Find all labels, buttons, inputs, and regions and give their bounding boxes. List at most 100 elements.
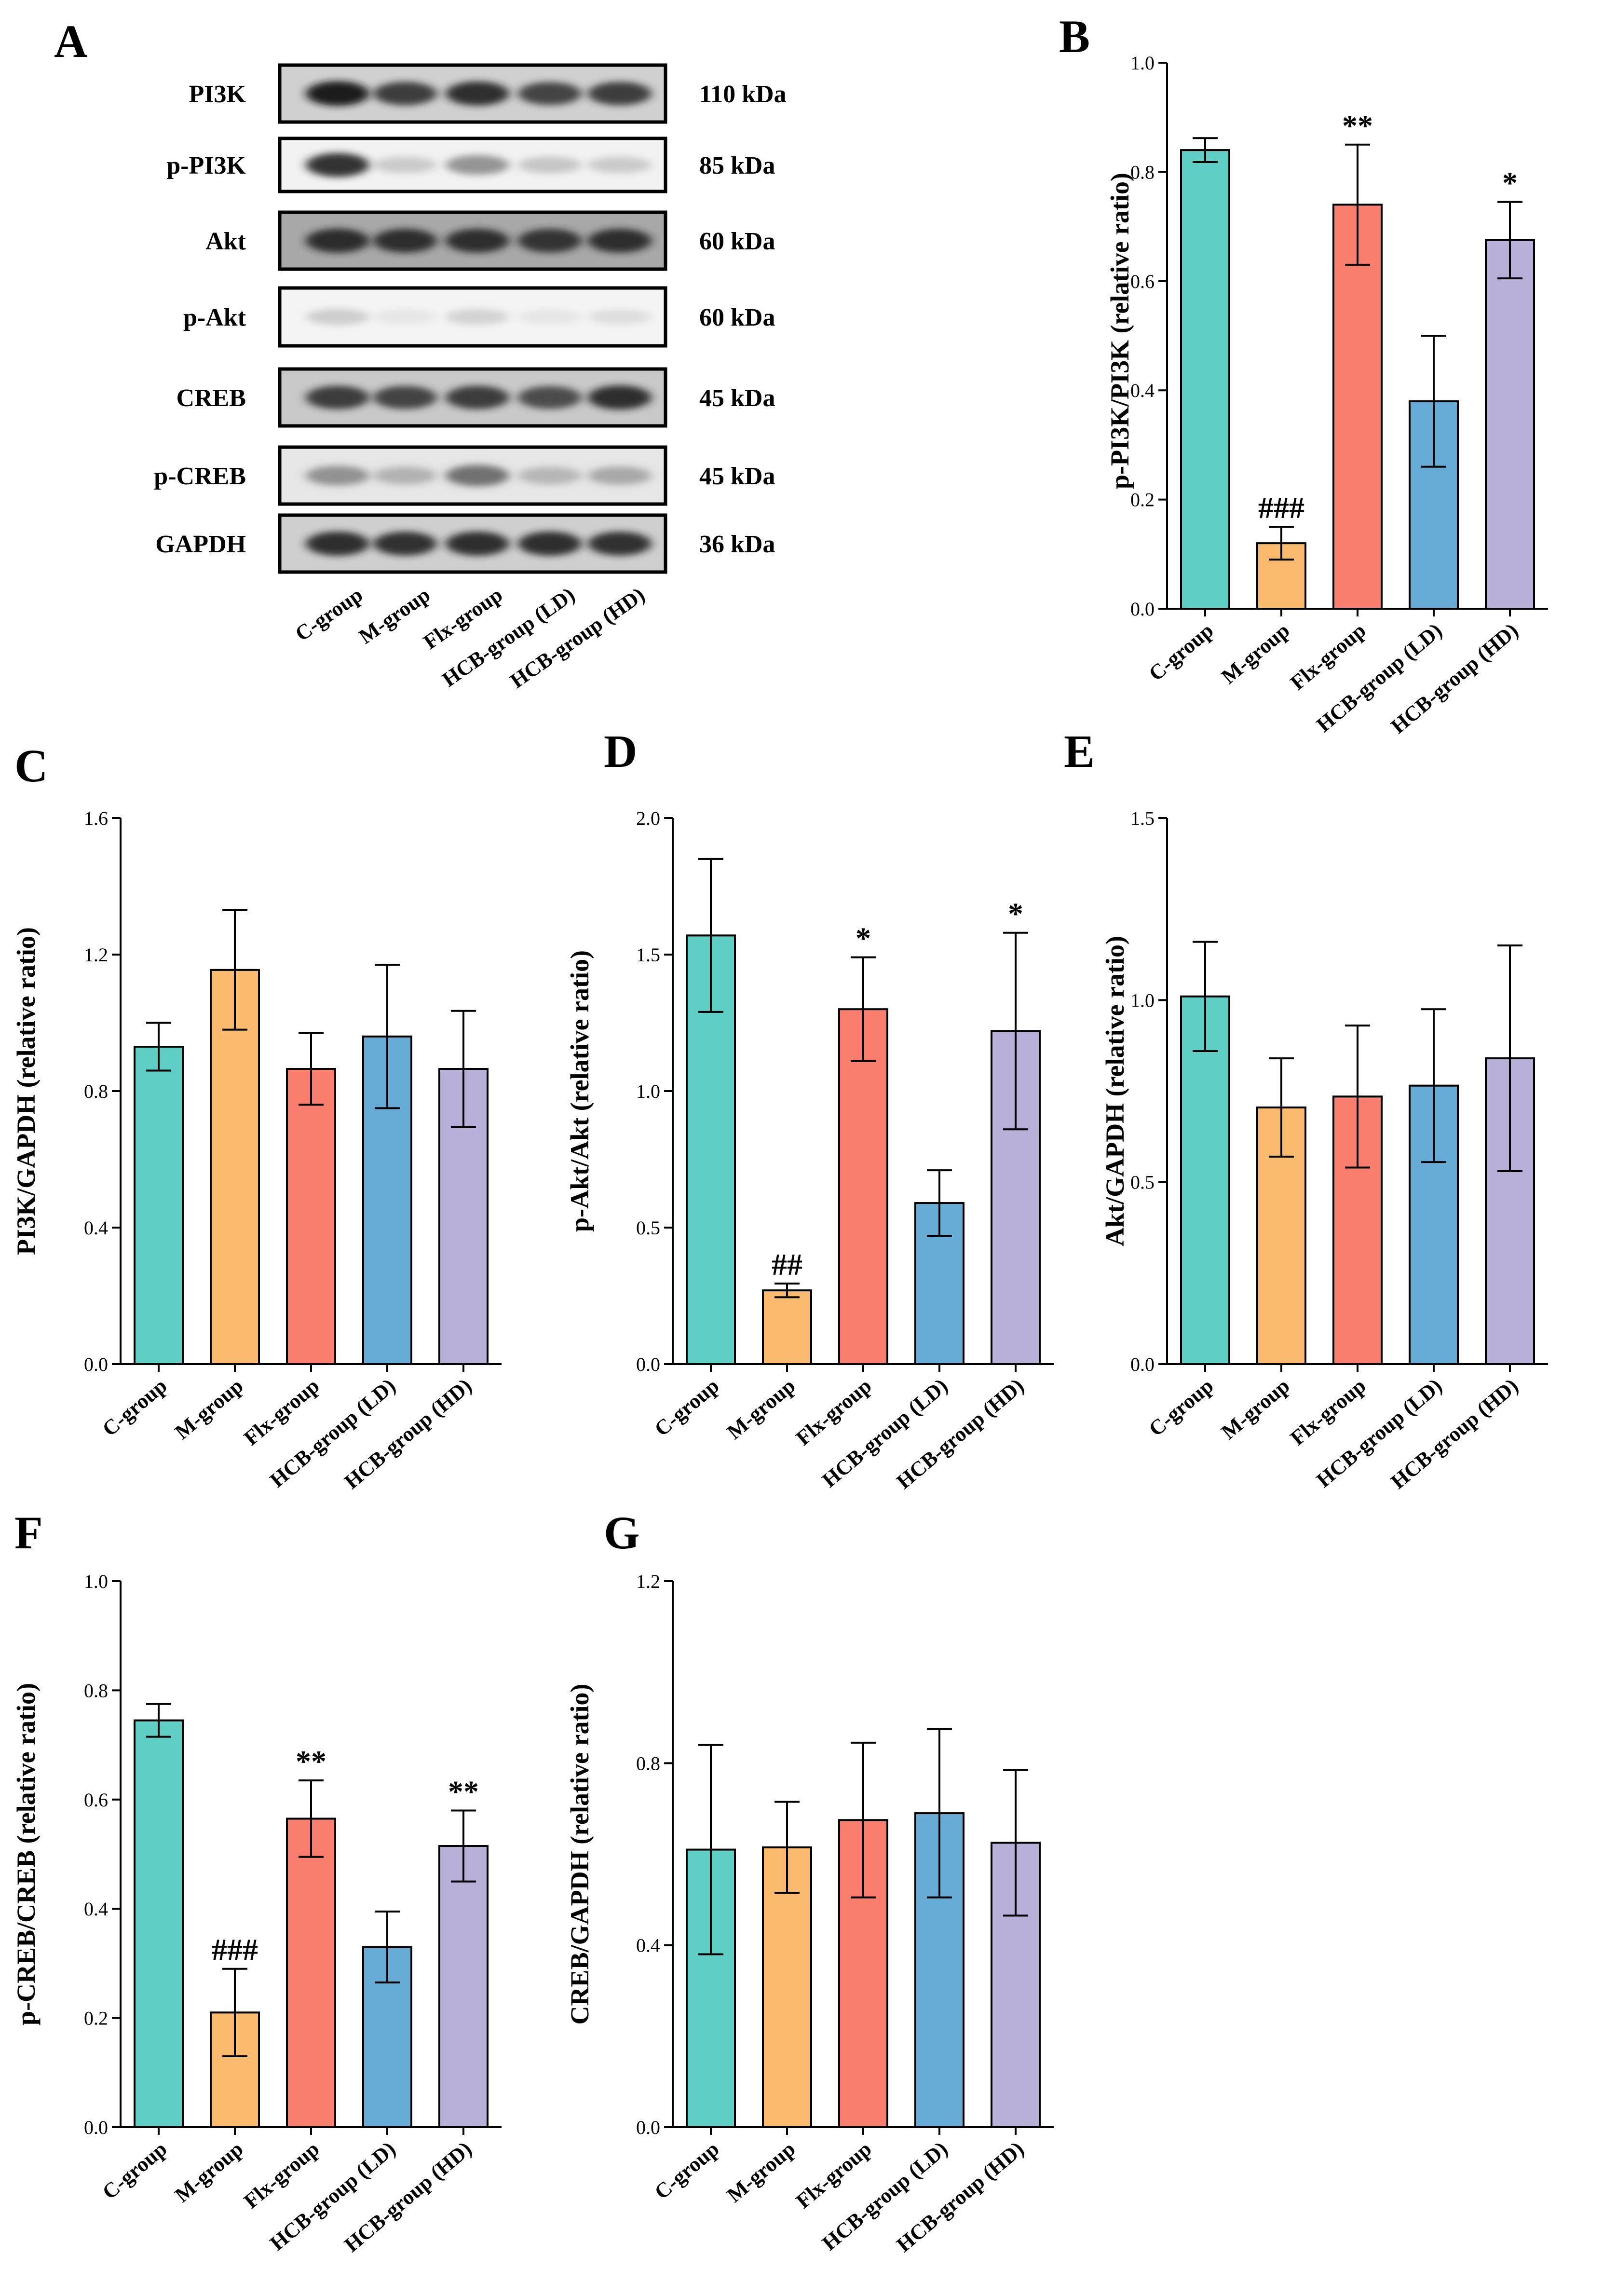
blot-band <box>306 385 369 410</box>
western-blot-panel: PI3K 110 kDa p-PI3K 85 kDa Akt 60 kDa p-Akt 60 … <box>154 63 787 693</box>
bar-c-group <box>134 1046 184 1365</box>
panel-letter-d: D <box>604 725 637 777</box>
y-tick-label: 1.2 <box>84 944 108 966</box>
x-tick-label: HCB-group (HD) <box>1386 1374 1523 1493</box>
bar-m-group <box>210 969 260 1365</box>
y-axis-label: PI3K/GAPDH (relative ratio) <box>12 927 41 1255</box>
x-tick-label: C-group <box>98 2137 172 2204</box>
blot-band <box>518 229 582 253</box>
blot-band <box>373 385 437 410</box>
bar-c-group <box>134 1719 184 2128</box>
y-tick-label: 0.4 <box>84 1898 108 1920</box>
blot-band <box>373 532 437 556</box>
blot-band <box>306 465 369 486</box>
blot-kda-label: 85 kDa <box>699 152 775 179</box>
blot-row-p-akt: p-Akt 60 kDa <box>183 286 775 348</box>
chart-panel-g: 0.0 0.4 0.8 1.2 CREB/GAPDH (relative ratio) C… <box>565 1571 1054 2256</box>
blot-band <box>518 156 582 174</box>
blot-band <box>446 81 509 106</box>
y-tick-label: 0.5 <box>1130 1172 1155 1193</box>
chart-panel-c: 0.0 0.4 0.8 1.2 1.6 PI3K/GAPDH (relative rati… <box>12 807 502 1493</box>
blot-kda-label: 45 kDa <box>699 463 775 490</box>
x-tick-label: HCB-group (LD) <box>1312 1374 1446 1492</box>
y-tick-label: 0.0 <box>1130 1353 1155 1375</box>
blot-band <box>588 385 652 410</box>
x-tick-label: HCB-group (LD) <box>817 1374 952 1492</box>
blot-band <box>588 309 652 325</box>
y-tick-label: 0.0 <box>636 1353 660 1375</box>
blot-band <box>373 82 437 106</box>
blot-frame <box>278 286 667 348</box>
blot-row-pi3k: PI3K 110 kDa <box>189 63 787 124</box>
y-tick-label: 0.6 <box>1130 271 1155 292</box>
y-axis-label: Akt/GAPDH (relative ratio) <box>1100 936 1129 1246</box>
y-tick-label: 0.0 <box>84 2117 108 2138</box>
chart-panel-b: 0.0 0.2 0.4 0.6 0.8 1.0 p-PI3K/PI3K (relative … <box>1105 52 1548 738</box>
blot-band <box>518 310 582 324</box>
blot-band <box>588 466 652 485</box>
y-tick-label: 0.8 <box>1130 161 1155 183</box>
significance-marker: ### <box>212 1933 258 1967</box>
blot-row-akt: Akt 60 kDa <box>205 210 775 271</box>
blot-band <box>373 229 437 253</box>
blot-band <box>446 531 509 556</box>
y-tick-label: 0.2 <box>84 2008 108 2029</box>
blot-frame <box>278 513 667 574</box>
x-tick-label: HCB-group (HD) <box>892 1374 1029 1493</box>
blot-protein-label: CREB <box>177 384 246 412</box>
blot-band <box>446 155 509 175</box>
bar-c-group <box>1180 149 1230 610</box>
blot-band <box>588 229 652 253</box>
x-tick-label: M-group <box>722 2137 800 2207</box>
blot-kda-label: 45 kDa <box>699 384 775 412</box>
blot-band <box>446 385 509 410</box>
blot-band <box>306 81 369 106</box>
bar-flx-group <box>1332 204 1383 610</box>
x-tick-label: M-group <box>1217 618 1294 688</box>
y-tick-label: 1.6 <box>84 807 108 829</box>
blot-band <box>306 153 369 177</box>
blot-frame <box>278 210 667 271</box>
chart-panel-e: 0.0 0.5 1.0 1.5 Akt/GAPDH (relative ratio) C-… <box>1100 807 1548 1493</box>
blot-protein-label: PI3K <box>189 81 246 108</box>
y-tick-label: 0.0 <box>1130 598 1155 620</box>
blot-frame <box>278 367 667 428</box>
x-tick-label: C-group <box>1144 1374 1218 1441</box>
significance-marker: ## <box>772 1247 802 1282</box>
chart-panel-f: 0.0 0.2 0.4 0.6 0.8 1.0 p-CREB/CREB (relative … <box>12 1571 502 2256</box>
y-tick-label: 1.0 <box>1130 52 1155 74</box>
blot-band <box>446 229 509 253</box>
blot-frame <box>278 137 667 193</box>
blot-kda-label: 110 kDa <box>699 81 787 108</box>
blot-frame <box>278 63 667 124</box>
y-axis-label: CREB/GAPDH (relative ratio) <box>565 1684 594 2025</box>
blot-row-creb: CREB 45 kDa <box>177 367 775 428</box>
y-tick-label: 1.5 <box>636 944 660 966</box>
blot-protein-label: p-CREB <box>154 463 246 490</box>
bar-flx-group <box>286 1818 336 2128</box>
y-tick-label: 0.4 <box>636 1935 660 1956</box>
y-tick-label: 0.6 <box>84 1789 108 1811</box>
blot-band <box>518 531 582 556</box>
blot-band <box>588 532 652 556</box>
y-tick-label: 0.8 <box>84 1080 108 1102</box>
x-tick-label: C-group <box>650 2137 724 2204</box>
y-tick-label: 0.8 <box>636 1752 660 1774</box>
x-tick-label: M-group <box>722 1374 800 1444</box>
y-tick-label: 0.5 <box>636 1217 660 1239</box>
x-tick-label: C-group <box>98 1374 172 1441</box>
panel-letter-b: B <box>1059 11 1090 62</box>
x-tick-label: M-group <box>170 1374 247 1444</box>
bar-hcb-group-hd <box>1485 239 1535 610</box>
blot-band <box>373 156 437 174</box>
panel-letter-g: G <box>604 1507 640 1558</box>
blot-frame <box>278 445 667 506</box>
y-tick-label: 1.0 <box>84 1571 108 1592</box>
y-tick-label: 0.0 <box>636 2117 660 2138</box>
y-tick-label: 1.5 <box>1130 807 1155 829</box>
blot-band <box>446 309 509 325</box>
significance-marker: ** <box>448 1774 479 1808</box>
blot-row-p-creb: p-CREB 45 kDa <box>154 445 775 506</box>
blot-kda-label: 60 kDa <box>699 304 775 331</box>
